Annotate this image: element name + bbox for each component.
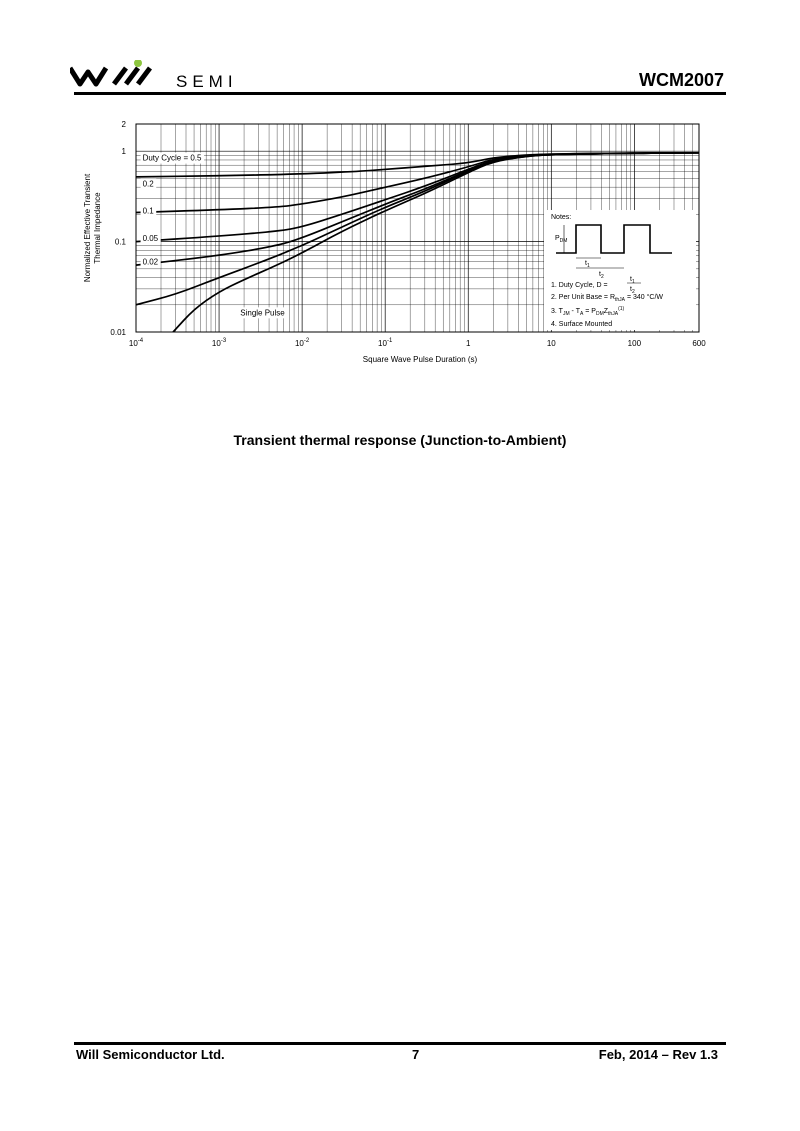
axis-ticks: 10-4 10-3 10-2 10-1 1 10 100 600 2 1 0.1 0.01 xyxy=(110,120,706,348)
part-number: WCM2007 xyxy=(638,70,724,90)
note-1: 1. Duty Cycle, D = xyxy=(551,282,608,289)
notes-box: Notes: PDM t1 t2 1. Duty Cycle, D = t1 t… xyxy=(544,210,696,330)
t1-label: t1 xyxy=(585,260,590,269)
logo-text: SEMI xyxy=(176,72,238,91)
series-label-4: 0.02 xyxy=(143,258,159,267)
notes-title: Notes: xyxy=(551,214,571,221)
t2-label: t2 xyxy=(599,271,604,280)
y-tick-label: 0.1 xyxy=(115,238,127,247)
series-line-1 xyxy=(136,151,699,214)
footer-page-number: 7 xyxy=(412,1047,420,1062)
x-tick-label: 10-2 xyxy=(295,338,310,348)
series-labels: Duty Cycle = 0.5 0.2 0.1 0.05 0.02 Single Pul… xyxy=(140,152,288,319)
footer-rule xyxy=(74,1042,726,1045)
note-1-numerator: t1 xyxy=(630,276,635,285)
chart-grid xyxy=(136,124,699,332)
footer-company: Will Semiconductor Ltd. xyxy=(76,1047,225,1062)
pulse-waveform xyxy=(556,224,672,254)
pdm-label: PDM xyxy=(555,235,567,244)
page-header: SEMI WCM2007 xyxy=(70,56,726,96)
logo-slash-2 xyxy=(124,66,140,86)
series-label-background xyxy=(238,307,288,319)
note-4: 4. Surface Mounted xyxy=(551,321,612,328)
series-label-3: 0.05 xyxy=(143,234,159,243)
series-label-5: Single Pulse xyxy=(240,308,285,317)
x-tick-label: 10-1 xyxy=(378,338,393,348)
x-tick-label: 10-3 xyxy=(212,338,227,348)
series-label-background xyxy=(140,205,157,217)
footer-revision: Feb, 2014 – Rev 1.3 xyxy=(598,1047,718,1062)
note-1-denominator: t2 xyxy=(630,286,635,295)
series-label-2: 0.1 xyxy=(143,207,155,216)
notes-background xyxy=(544,210,696,330)
note-2: 2. Per Unit Base = RthJA = 340 °C/W xyxy=(551,293,663,303)
y-tick-label: 2 xyxy=(122,120,127,129)
x-tick-label: 100 xyxy=(628,339,642,348)
x-tick-label: 1 xyxy=(466,339,471,348)
figure-caption: Transient thermal response (Junction-to-… xyxy=(233,432,567,448)
series-label-background xyxy=(140,232,161,244)
series-label-background xyxy=(140,178,157,190)
note-3: 3. TJM - TA = PDMZthJA(1) xyxy=(551,306,625,317)
series-label-1: 0.2 xyxy=(143,179,155,188)
transient-thermal-chart: 10-4 10-3 10-2 10-1 1 10 100 600 2 1 0.1 0.01 Duty … xyxy=(83,120,706,364)
logo-w-mark xyxy=(70,66,109,87)
header-rule xyxy=(74,92,726,95)
logo-slash-3 xyxy=(136,66,152,86)
plot-frame xyxy=(135,123,700,333)
series-line-0 xyxy=(136,151,699,178)
series-label-background xyxy=(140,256,161,268)
y-axis-label-line2: Thermal Impedance xyxy=(93,192,102,264)
logo-dot xyxy=(134,60,142,67)
series-label-0: Duty Cycle = 0.5 xyxy=(143,154,202,163)
x-tick-label: 10 xyxy=(547,339,556,348)
y-tick-label: 1 xyxy=(122,147,127,156)
y-axis-label-line1: Normalized Effective Transient xyxy=(83,173,92,282)
x-tick-label: 10-4 xyxy=(129,338,144,348)
y-tick-label: 0.01 xyxy=(110,328,126,337)
x-tick-label: 600 xyxy=(692,339,706,348)
series-line-5 xyxy=(172,151,699,332)
series-lines xyxy=(136,151,699,332)
logo-slash-1 xyxy=(112,66,128,86)
x-axis-label: Square Wave Pulse Duration (s) xyxy=(363,355,478,364)
series-label-background xyxy=(140,152,205,164)
will-semi-logo: SEMI xyxy=(70,60,238,91)
